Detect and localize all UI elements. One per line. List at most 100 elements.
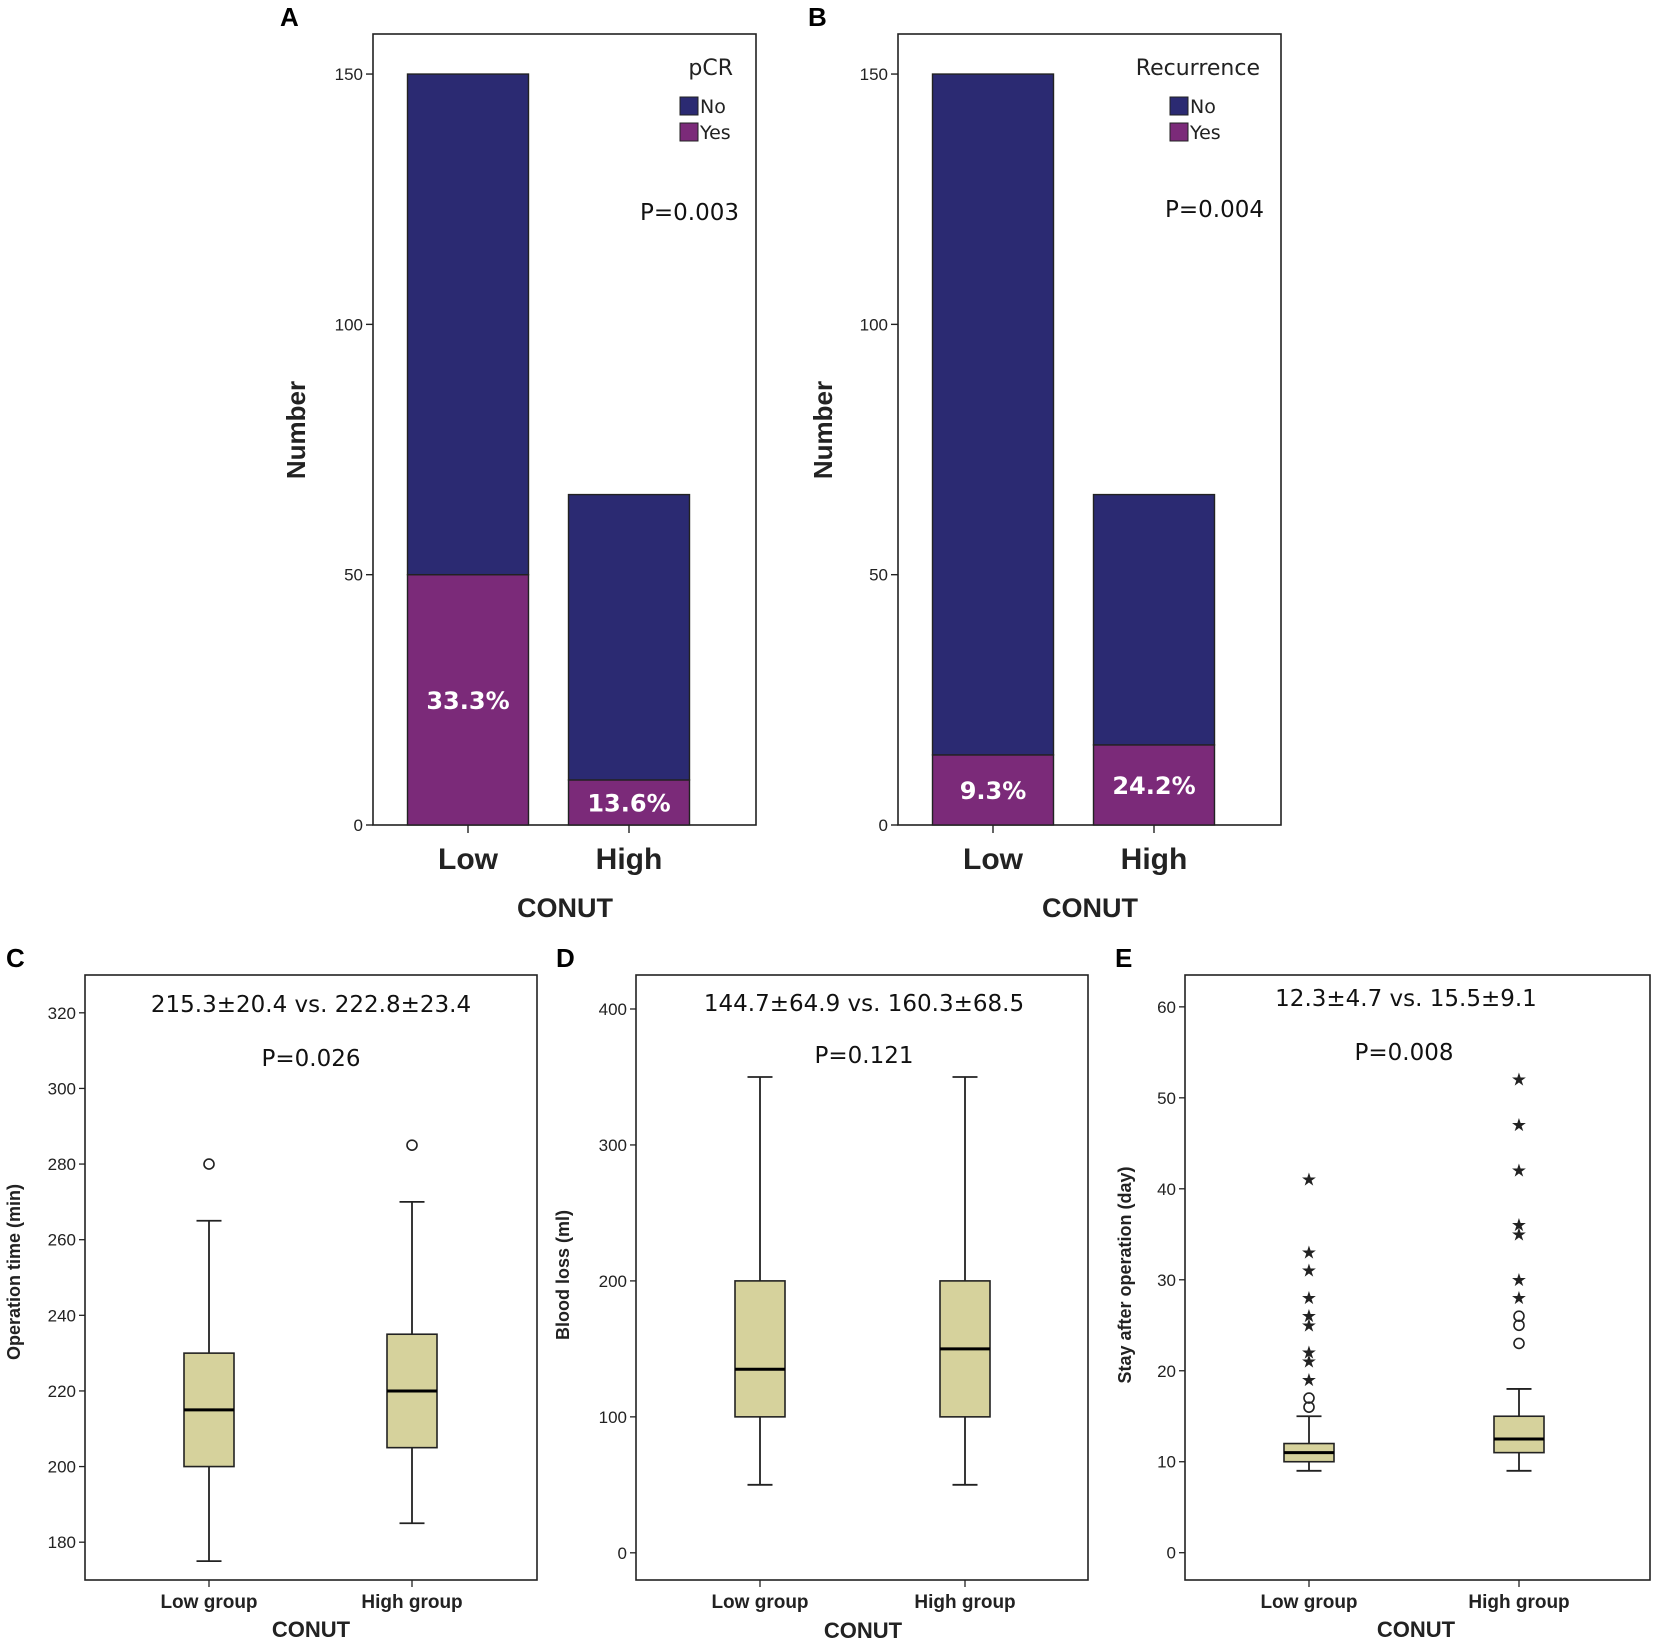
y-tick-label-d-200: 200 [599, 1272, 627, 1291]
x-tick-label-b-high: High [1121, 843, 1188, 876]
plot-frame-c [84, 974, 538, 1581]
legend-label-no-b: No [1190, 96, 1216, 118]
y-tick-label-c-220: 220 [48, 1382, 76, 1401]
x-tick-label-a-high: High [596, 843, 663, 876]
outlier-circle-e-high-group-0 [1513, 1337, 1525, 1350]
bar-no-a-high [567, 493, 691, 781]
plot-frame-e [1184, 974, 1651, 1581]
y-axis-title-a: Number [281, 381, 311, 479]
outlier-circle-c-low-group-0 [203, 1158, 215, 1170]
outlier-star-e-high-group-6: ★ [1511, 1070, 1527, 1091]
panel-a: A Number CONUT pCR No Yes P=0.003 0 50 100… [280, 2, 757, 923]
outlier-star-e-low-group-4: ★ [1301, 1306, 1317, 1327]
y-tick-label-e-20: 20 [1157, 1362, 1176, 1381]
p-value-e: P=0.008 [1355, 1040, 1454, 1066]
annotation-e: 12.3±4.7 vs. 15.5±9.1 [1275, 986, 1537, 1012]
x-tick-label-e-high-group: High group [1468, 1592, 1569, 1613]
legend-label-yes-a: Yes [699, 122, 731, 144]
x-axis-title-d: CONUT [824, 1618, 903, 1643]
x-tick-label-d-high-group: High group [914, 1592, 1015, 1613]
bar-yes-b-low [931, 754, 1055, 826]
p-value-d: P=0.121 [815, 1043, 914, 1069]
y-tick-label-e-50: 50 [1157, 1089, 1176, 1108]
outlier-star-e-high-group-0: ★ [1511, 1288, 1527, 1309]
data-label-b-high: 24.2% [1112, 772, 1195, 800]
y-tick-label-d-0: 0 [618, 1544, 627, 1563]
outlier-star-e-high-group-3: ★ [1511, 1215, 1527, 1236]
outlier-star-e-low-group-2: ★ [1301, 1343, 1317, 1364]
y-tick-label-b-150: 150 [860, 65, 888, 84]
bar-no-b-low [931, 73, 1055, 756]
p-value-c: P=0.026 [262, 1046, 361, 1072]
y-tick-label-d-400: 400 [599, 1000, 627, 1019]
legend-title-b: Recurrence [1136, 56, 1260, 81]
p-value-b: P=0.004 [1165, 197, 1264, 223]
x-axis-title-a: CONUT [517, 893, 613, 923]
y-tick-label-a-0: 0 [354, 816, 363, 835]
x-tick-label-e-low-group: Low group [1260, 1592, 1357, 1613]
y-tick-label-c-240: 240 [48, 1306, 76, 1325]
outlier-star-e-high-group-1: ★ [1511, 1270, 1527, 1291]
plot-frame-a [372, 33, 757, 826]
legend-swatch-yes-b [1169, 122, 1189, 142]
outlier-star-e-low-group-0: ★ [1301, 1370, 1317, 1391]
y-tick-label-c-180: 180 [48, 1533, 76, 1552]
panel-letter-a: A [280, 2, 299, 32]
outlier-star-e-high-group-4: ★ [1511, 1161, 1527, 1182]
bar-yes-a-high [567, 779, 691, 826]
box-e-high-group [1493, 1415, 1545, 1454]
y-tick-label-b-0: 0 [879, 816, 888, 835]
x-tick-label-d-low-group: Low group [711, 1592, 808, 1613]
x-axis-title-e: CONUT [1377, 1617, 1456, 1642]
y-tick-label-c-260: 260 [48, 1231, 76, 1250]
panel-d: D Blood loss (ml) CONUT 144.7±64.9 vs. 1… [553, 943, 1089, 1643]
y-tick-label-d-300: 300 [599, 1136, 627, 1155]
y-tick-label-e-10: 10 [1157, 1453, 1176, 1472]
legend-label-yes-b: Yes [1189, 122, 1221, 144]
outlier-star-e-low-group-8: ★ [1301, 1170, 1317, 1191]
outlier-circle-e-low-group-0 [1303, 1401, 1315, 1413]
outlier-star-e-low-group-5: ★ [1301, 1288, 1317, 1309]
data-label-a-low: 33.3% [426, 687, 509, 715]
panel-c: C Operation time (min) CONUT 215.3±20.4 … [4, 943, 538, 1642]
legend-title-a: pCR [688, 56, 733, 81]
y-tick-label-e-60: 60 [1157, 998, 1176, 1017]
p-value-a: P=0.003 [640, 200, 739, 226]
plot-frame-d [635, 974, 1089, 1581]
y-axis-title-e: Stay after operation (day) [1115, 1166, 1135, 1383]
y-tick-label-e-0: 0 [1167, 1544, 1176, 1563]
y-tick-label-b-50: 50 [869, 566, 888, 585]
y-tick-label-a-100: 100 [335, 315, 363, 334]
bar-no-b-high [1092, 493, 1216, 746]
panel-letter-c: C [6, 943, 25, 973]
legend-swatch-yes-a [679, 122, 699, 142]
legend-a: pCR No Yes [679, 56, 733, 144]
panel-letter-b: B [808, 2, 827, 32]
outlier-circle-e-low-group-1 [1303, 1392, 1315, 1404]
x-tick-label-b-low: Low [963, 843, 1024, 876]
y-tick-label-a-150: 150 [335, 65, 363, 84]
y-tick-label-c-280: 280 [48, 1155, 76, 1174]
legend-b: Recurrence No Yes [1136, 56, 1260, 144]
panel-b: B Number CONUT Recurrence No Yes P=0.004… [808, 2, 1282, 923]
y-tick-label-b-100: 100 [860, 315, 888, 334]
data-label-b-low: 9.3% [960, 777, 1027, 805]
x-tick-label-c-high-group: High group [361, 1592, 462, 1613]
annotation-d: 144.7±64.9 vs. 160.3±68.5 [704, 991, 1024, 1017]
y-axis-title-c: Operation time (min) [4, 1184, 24, 1360]
y-axis-title-d: Blood loss (ml) [553, 1210, 573, 1340]
plot-frame-b [897, 33, 1282, 826]
bar-no-a-low [406, 73, 530, 576]
legend-label-no-a: No [700, 96, 726, 118]
panel-letter-e: E [1115, 943, 1132, 973]
legend-swatch-no-b [1169, 96, 1189, 116]
y-tick-label-d-100: 100 [599, 1408, 627, 1427]
outlier-star-e-high-group-5: ★ [1511, 1115, 1527, 1136]
outlier-star-e-high-group-2: ★ [1511, 1224, 1527, 1245]
y-tick-label-e-30: 30 [1157, 1271, 1176, 1290]
x-tick-label-a-low: Low [438, 843, 499, 876]
panel-e: E Stay after operation (day) CONUT 12.3±… [1115, 943, 1651, 1642]
y-tick-label-c-320: 320 [48, 1004, 76, 1023]
annotation-c: 215.3±20.4 vs. 222.8±23.4 [151, 992, 471, 1018]
